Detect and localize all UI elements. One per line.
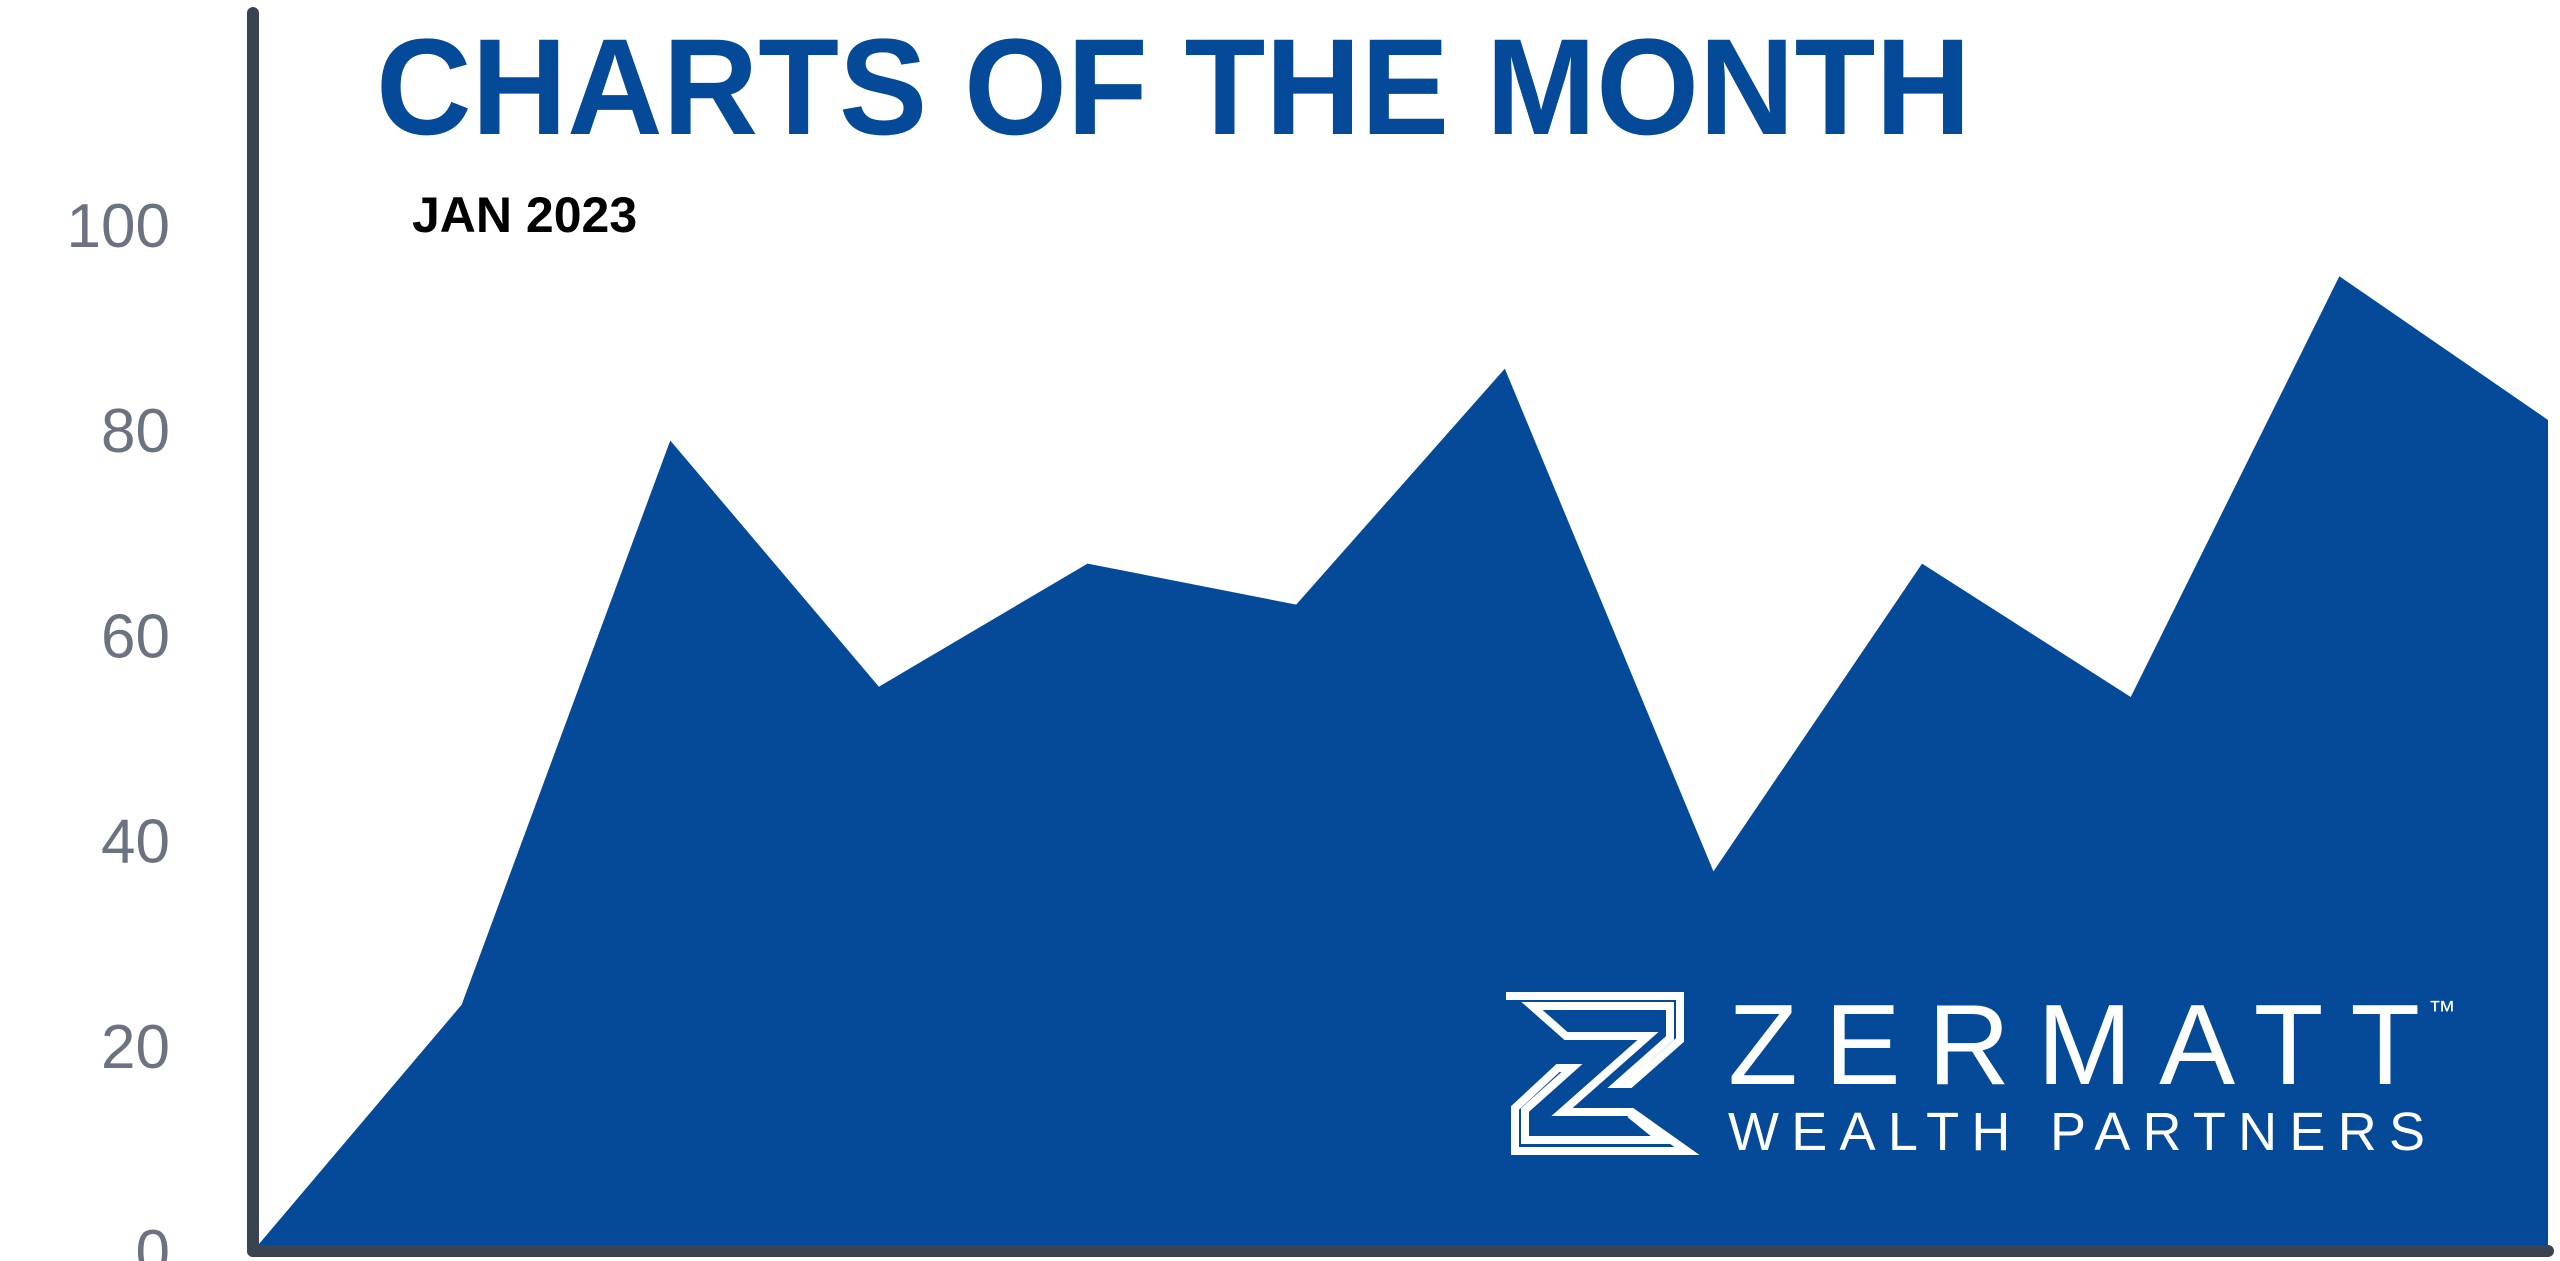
logo-icon xyxy=(1506,992,1700,1155)
logo: ZERMATT ™ WEALTH PARTNERS xyxy=(1506,982,2456,1162)
logo-name: ZERMATT xyxy=(1728,982,2420,1109)
y-tick-label: 0 xyxy=(136,1218,170,1261)
area xyxy=(253,276,2548,1251)
logo-tagline: WEALTH PARTNERS xyxy=(1728,1102,2425,1162)
plot-area xyxy=(253,276,2548,1251)
y-tick-label: 80 xyxy=(101,397,170,466)
logo-trademark: ™ xyxy=(2428,995,2456,1026)
y-tick-label: 40 xyxy=(101,808,170,877)
chart-title: CHARTS OF THE MONTH xyxy=(376,11,1971,164)
chart-subtitle: JAN 2023 xyxy=(412,187,637,243)
y-tick-label: 20 xyxy=(101,1013,170,1082)
y-tick-label: 100 xyxy=(67,192,170,261)
y-tick-label: 60 xyxy=(101,602,170,671)
